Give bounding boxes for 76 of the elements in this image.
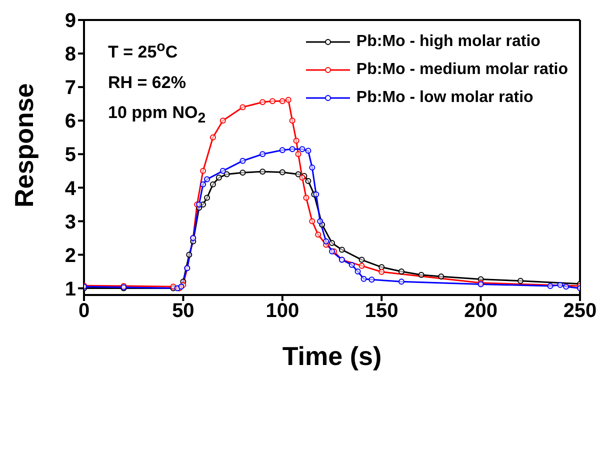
point [358, 262, 365, 269]
point [289, 118, 296, 124]
point [557, 282, 564, 288]
point [338, 246, 345, 253]
y-tick-label: 2 [64, 244, 76, 267]
point [315, 232, 322, 238]
point [360, 276, 367, 282]
point [398, 278, 404, 285]
point [438, 274, 444, 280]
point [309, 218, 316, 224]
y-tick-label: 6 [64, 110, 76, 133]
point [368, 276, 375, 283]
point [329, 240, 335, 246]
point [210, 134, 216, 140]
point [216, 174, 222, 181]
point [323, 238, 330, 244]
x-tick-label: 100 [266, 300, 300, 322]
point [305, 148, 312, 154]
x-tick-label: 150 [364, 300, 398, 322]
y-tick-label: 4 [64, 178, 77, 200]
point [269, 98, 276, 104]
point [224, 171, 230, 178]
point [418, 272, 424, 278]
x-axis-title: Time (s) [282, 341, 382, 371]
point [547, 282, 554, 289]
point [260, 151, 266, 158]
legend-label: Pb:Mo - low molar ratio [356, 89, 534, 107]
point [309, 164, 316, 171]
point [303, 194, 310, 201]
point [240, 170, 246, 176]
point [348, 262, 355, 268]
point [299, 146, 306, 152]
x-tick-label: 250 [563, 300, 597, 322]
y-axis-title: Response [9, 83, 40, 208]
y-tick-label: 3 [64, 211, 76, 234]
point [279, 147, 286, 154]
point [295, 171, 302, 178]
point [200, 168, 206, 174]
annotation: T = 25$^{o}$C [108, 38, 179, 64]
y-tick-label: 5 [64, 144, 76, 166]
point [279, 98, 286, 104]
point [240, 158, 246, 164]
annotation: RH = 62% [108, 72, 187, 94]
x-tick-label: 50 [172, 300, 194, 322]
point [260, 168, 266, 175]
point [210, 181, 216, 188]
point [285, 96, 292, 103]
point [204, 194, 210, 201]
point [378, 268, 385, 275]
point [295, 151, 302, 158]
point [358, 256, 365, 263]
x-tick-label: 0 [78, 300, 90, 322]
point [220, 168, 226, 174]
point [289, 146, 296, 152]
y-tick-label: 1 [64, 278, 76, 300]
y-tick-label: 7 [64, 77, 76, 100]
y-tick-label: 9 [64, 10, 76, 32]
point [293, 138, 300, 144]
point [517, 278, 524, 284]
point [240, 104, 246, 110]
point [279, 169, 286, 176]
point [200, 181, 206, 188]
point [354, 268, 361, 275]
y-tick-label: 8 [64, 44, 76, 66]
x-tick-label: 200 [464, 300, 498, 322]
point [305, 178, 312, 184]
point [186, 252, 192, 258]
legend-label: Pb:Mo - medium molar ratio [356, 61, 568, 79]
point [204, 176, 210, 182]
point [317, 218, 324, 224]
point [398, 268, 404, 275]
annotation: 10 ppm NO$_{2}$ [108, 102, 206, 128]
legend-label: Pb:Mo - high molar ratio [356, 33, 540, 51]
point [563, 284, 570, 290]
point [260, 99, 266, 106]
point [220, 118, 226, 124]
